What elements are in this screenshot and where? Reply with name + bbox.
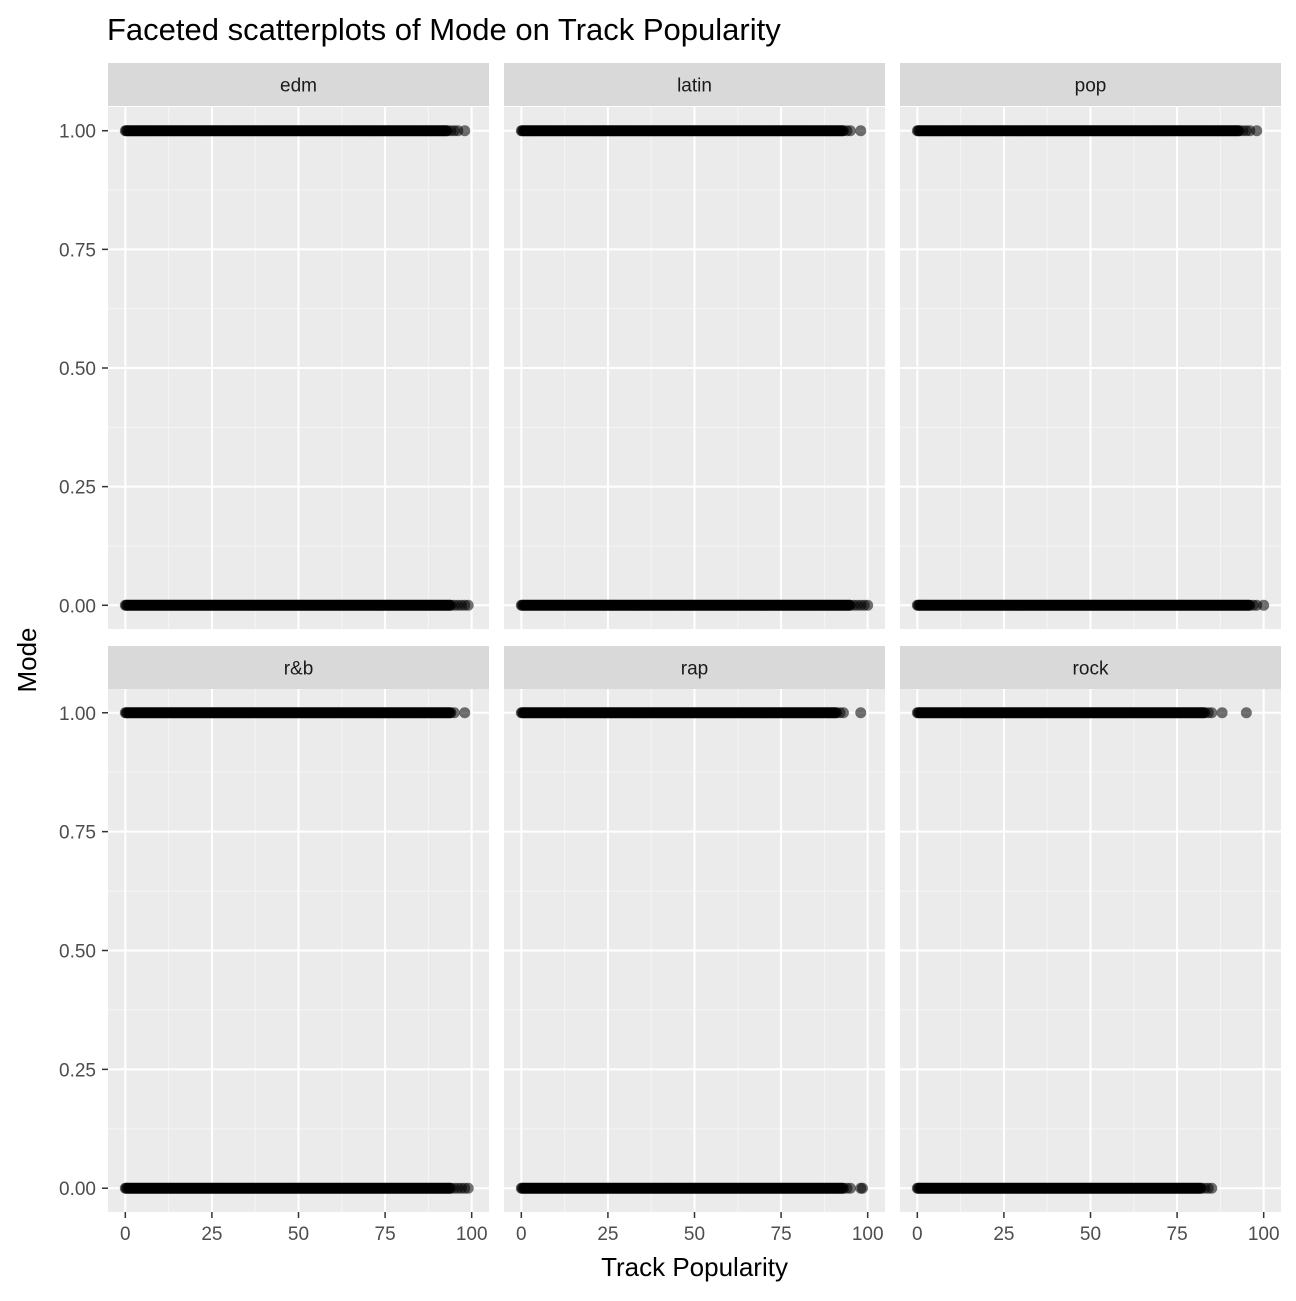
- facet-label-latin: latin: [677, 76, 712, 97]
- data-point: [1258, 599, 1270, 611]
- facet-strip-latin: [504, 63, 885, 106]
- x-tick-label: 25: [597, 1224, 618, 1245]
- x-tick-label: 100: [456, 1224, 488, 1245]
- data-point: [844, 1182, 856, 1194]
- data-point: [462, 599, 474, 611]
- data-point: [1216, 707, 1228, 719]
- data-point: [855, 125, 867, 137]
- y-tick-label: 0.75: [59, 240, 96, 261]
- x-tick-label: 25: [201, 1224, 222, 1245]
- data-point: [1206, 707, 1218, 719]
- y-tick-label: 0.50: [59, 942, 96, 963]
- x-tick-label: 0: [516, 1224, 527, 1245]
- y-tick-label: 1.00: [59, 704, 96, 725]
- facet-label-rap: rap: [681, 659, 708, 680]
- facet-panels: edm 0.00 0.25 0.50 0.75 1.00 latin pop r&b 0.00 0.…: [59, 63, 1281, 1245]
- y-axis-title: Mode: [12, 627, 42, 692]
- x-tick-label: 0: [912, 1224, 923, 1245]
- facet-strip-edm: [108, 63, 489, 106]
- x-tick-label: 100: [1248, 1224, 1280, 1245]
- x-tick-label: 50: [288, 1224, 309, 1245]
- x-tick-label: 50: [1080, 1224, 1101, 1245]
- data-point: [1251, 125, 1263, 137]
- data-point: [862, 599, 874, 611]
- data-point: [448, 707, 460, 719]
- data-point: [1240, 707, 1252, 719]
- y-tick-label: 0.00: [59, 1179, 96, 1200]
- data-point: [844, 125, 856, 137]
- data-point: [459, 707, 471, 719]
- x-tick-label: 50: [684, 1224, 705, 1245]
- data-point: [837, 707, 849, 719]
- facet-label-edm: edm: [280, 76, 317, 97]
- y-tick-label: 0.25: [59, 1060, 96, 1081]
- chart-title: Faceted scatterplots of Mode on Track Po…: [107, 12, 781, 47]
- data-point: [459, 125, 471, 137]
- x-tick-label: 0: [120, 1224, 131, 1245]
- y-tick-label: 0.50: [59, 359, 96, 380]
- data-point: [856, 1182, 868, 1194]
- facet-label-r-b: r&b: [284, 659, 314, 680]
- data-point: [462, 1182, 474, 1194]
- x-tick-label: 75: [1167, 1224, 1188, 1245]
- data-point: [855, 707, 867, 719]
- facet-strip-pop: [900, 63, 1281, 106]
- y-tick-label: 0.00: [59, 596, 96, 617]
- y-tick-label: 0.75: [59, 823, 96, 844]
- facet-label-rock: rock: [1073, 659, 1109, 680]
- x-tick-label: 75: [771, 1224, 792, 1245]
- x-tick-label: 75: [375, 1224, 396, 1245]
- y-tick-label: 0.25: [59, 478, 96, 499]
- x-tick-label: 100: [852, 1224, 884, 1245]
- y-tick-label: 1.00: [59, 122, 96, 143]
- x-tick-label: 25: [993, 1224, 1014, 1245]
- data-point: [1206, 1182, 1218, 1194]
- x-axis-title: Track Popularity: [601, 1252, 788, 1282]
- facet-label-pop: pop: [1075, 76, 1107, 97]
